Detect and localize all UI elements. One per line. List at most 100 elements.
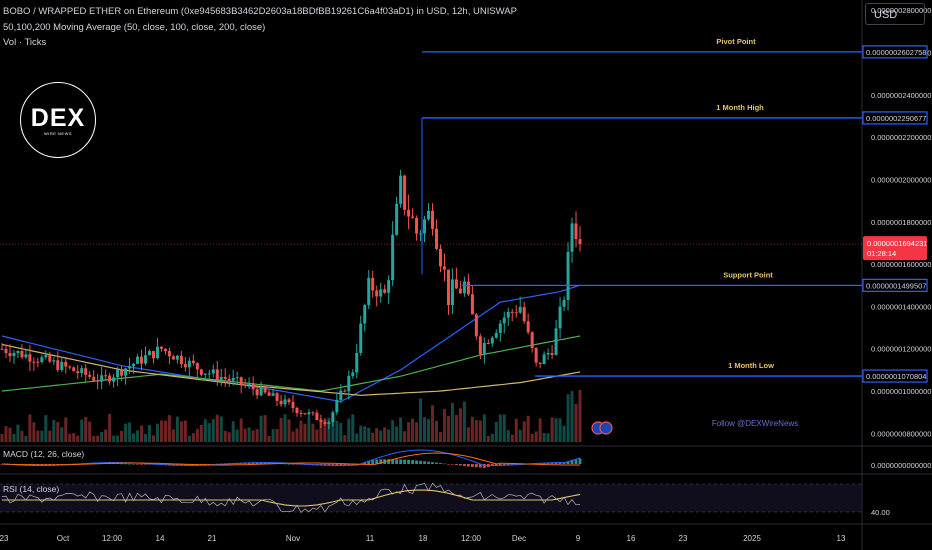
volume-bar [96,435,100,442]
time-axis-tick: 16 [627,534,636,543]
candle-body [275,393,279,401]
candle-body [450,279,454,306]
candle-body [438,248,442,267]
volume-bar [434,420,438,442]
macd-histogram-bar [407,459,410,464]
candle-body [211,369,215,374]
candle-body [347,375,351,392]
macd-histogram-bar [136,464,139,465]
macd-histogram-bar [463,464,466,466]
candle-body [315,412,319,421]
level-price-label: 0.0000001499507 [866,281,926,290]
volume-bar [0,433,4,442]
volume-bar [558,418,562,442]
macd-histogram-bar [219,463,223,465]
candle-body [267,392,271,396]
candle-body [403,175,407,210]
price-axis-tick: 0.0000002800000 [871,6,931,15]
macd-histogram-bar [554,462,558,464]
moving-average-legend[interactable]: 50,100,200 Moving Average (50, close, 10… [3,22,266,33]
volume-bar [423,417,427,442]
candle-body [458,288,462,294]
volume-bar [490,433,494,442]
volume-bar [375,428,379,442]
volume-bar [526,415,530,442]
volume-bar [116,435,120,442]
macd-histogram-bar [494,464,498,466]
current-price-badge [863,236,927,261]
volume-bar [128,422,132,442]
volume-bar [255,429,259,442]
candle-body [375,290,379,297]
candle-body [303,413,307,415]
current-price-label: 0.0000001694231 [867,239,927,248]
volume-bar [263,415,267,442]
candle-body [80,368,84,374]
volume-bar [454,415,458,442]
candle-body [419,233,423,235]
candle-body [147,350,151,356]
currency-button[interactable]: USD [865,3,925,25]
volume-bar [64,417,68,442]
candle-body [339,390,343,400]
candle-body [395,203,399,235]
candle-body [554,328,558,355]
volume-bar [175,416,179,442]
candle-body [391,234,395,281]
volume-bar [235,429,239,442]
volume-bar [259,415,263,442]
rsi-moving-average-line [2,489,581,507]
volume-legend[interactable]: Vol · Ticks [3,37,47,48]
candle-body [486,343,490,345]
volume-bar [191,433,195,442]
volume-bar [187,435,191,442]
macd-histogram-bar [391,459,395,464]
macd-histogram-bar [395,459,399,464]
candle-body [72,367,76,372]
candle-body [423,219,427,234]
volume-bar [442,408,446,442]
candle-body [407,209,411,217]
volume-bar [171,429,175,442]
volume-bar [56,422,60,442]
price-axis-tick: 0.0000001000000 [871,387,931,396]
volume-bar [291,431,295,442]
candle-body [494,332,498,338]
time-axis-tick: 23 [679,534,688,543]
volume-bar [470,416,474,442]
candle-body [151,350,155,359]
candle-body [470,294,474,315]
candle-body [120,369,124,376]
candle-body [542,354,546,365]
volume-bar [207,423,211,442]
candle-body [4,348,8,354]
volume-bar [155,423,159,442]
price-countdown: 01:28:14 [867,249,896,258]
candle-body [56,360,60,370]
candle-body [16,350,20,354]
volume-bar [8,427,12,442]
macd-histogram-bar [128,463,131,465]
macd-histogram-bar [474,464,478,468]
candle-body [68,366,72,368]
candle-body [215,369,219,380]
watermark-text: Follow @DEXWireNews [712,419,798,428]
macd-histogram-bar [347,464,351,466]
macd-histogram-bar [175,464,179,466]
candle-body [550,352,554,355]
volume-bar [12,434,16,442]
volume-bar [219,416,223,442]
time-axis-tick: Oct [57,534,70,543]
candle-body [259,387,263,396]
volume-bar [546,433,550,442]
volume-bar [223,430,227,442]
volume-bar [474,420,478,442]
volume-bar [534,431,538,442]
candle-body [546,352,550,355]
candle-body [383,289,387,293]
volume-bar [227,432,231,442]
candle-body [195,363,199,370]
macd-histogram-bar [363,462,367,464]
macd-histogram-bar [351,464,355,466]
